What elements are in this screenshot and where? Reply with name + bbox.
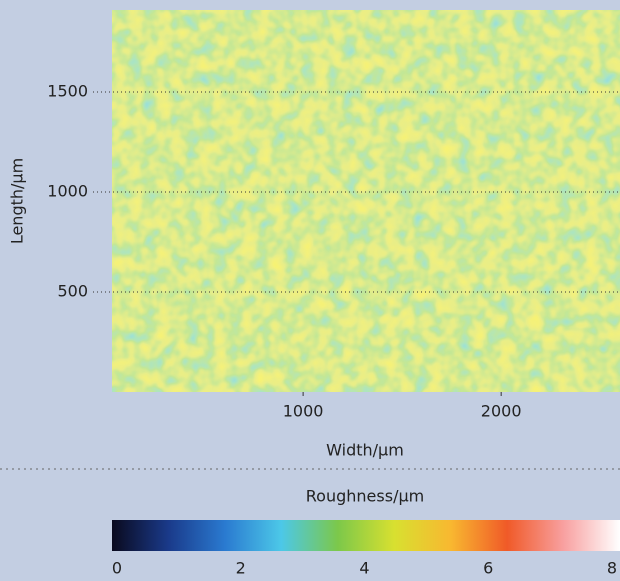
x-tick-label: 2000 [481,402,522,421]
colorbar-tick-label: 6 [483,559,493,578]
surface-texture [112,10,620,392]
y-tick-label: 1000 [47,182,88,201]
colorbar [112,520,620,551]
colorbar-label: Roughness/µm [306,487,424,506]
x-tick-label: 1000 [283,402,324,421]
colorbar-tick-label: 4 [359,559,369,578]
y-tick-label: 1500 [47,82,88,101]
y-tick-label: 500 [57,282,88,301]
colorbar-tick-label: 8 [607,559,617,578]
page: Width/µm Length/µm Roughness/µm 500 1000 1… [0,0,620,581]
chart: Width/µm Length/µm Roughness/µm 500 1000 1… [0,0,620,581]
y-axis-label: Length/µm [8,158,27,244]
colorbar-tick-label: 0 [112,559,122,578]
x-axis-label: Width/µm [326,441,404,460]
colorbar-tick-label: 2 [236,559,246,578]
